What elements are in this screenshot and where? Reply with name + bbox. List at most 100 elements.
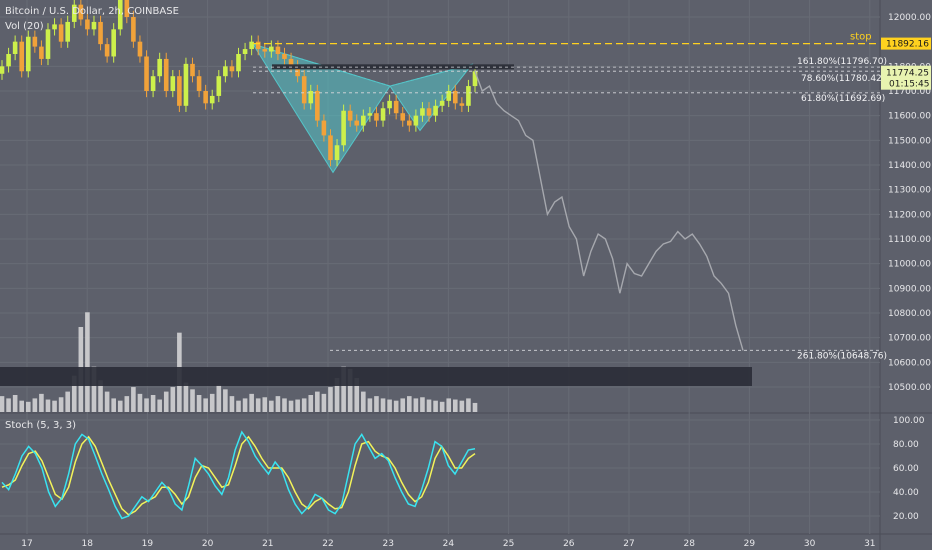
volume-bar	[466, 398, 471, 412]
candle-body	[407, 120, 412, 126]
pattern-xbd-line	[252, 43, 473, 87]
candle-body	[275, 46, 281, 54]
projected-path	[474, 71, 744, 351]
volume-bar	[308, 395, 314, 412]
candle-body	[301, 76, 307, 104]
candle-body	[203, 91, 208, 104]
candle-body	[472, 71, 478, 87]
stop-price-text: 11892.16	[886, 40, 929, 50]
candle-body	[157, 58, 162, 77]
time-tick-label: 25	[503, 539, 514, 549]
candle-body	[433, 105, 438, 116]
price-tick-label: 11400.00	[888, 161, 931, 171]
time-tick-label: 17	[21, 539, 32, 549]
candle-body	[459, 103, 465, 106]
candle-body	[223, 66, 228, 77]
candle-body	[137, 41, 143, 57]
stoch-tick-label: 20.00	[893, 512, 919, 522]
volume-bar	[275, 396, 281, 412]
candle-body	[104, 44, 110, 57]
candle-body	[249, 41, 254, 50]
volume-bar	[367, 398, 373, 412]
volume-bar	[137, 393, 143, 412]
price-tick-label: 11200.00	[888, 210, 931, 220]
price-tick-label: 11700.00	[888, 87, 931, 97]
candle-body	[439, 100, 445, 106]
candle-body	[144, 56, 149, 91]
volume-bar	[0, 396, 5, 412]
candle-body	[131, 17, 136, 42]
candle-body	[190, 63, 195, 77]
volume-bar	[295, 399, 300, 412]
countdown-text: 01:15:45	[889, 80, 929, 90]
volume-bar	[282, 398, 287, 412]
candle-body	[334, 145, 340, 161]
volume-bar	[413, 398, 419, 412]
stoch-tick-label: 60.00	[893, 464, 919, 474]
volume-bar	[301, 398, 307, 412]
candle-body	[420, 108, 425, 116]
candle-body	[341, 110, 346, 146]
volume-bar	[407, 396, 412, 412]
price-tick-label: 11600.00	[888, 112, 931, 122]
volume-bar	[269, 400, 274, 412]
volume-bar	[361, 391, 366, 412]
time-tick-label: 27	[623, 539, 634, 549]
time-tick-label: 23	[382, 539, 393, 549]
volume-bar	[288, 400, 294, 412]
time-tick-label: 20	[202, 539, 214, 549]
time-tick-label: 26	[563, 539, 575, 549]
stoch-tick-label: 40.00	[893, 488, 919, 498]
volume-bar	[39, 393, 44, 412]
price-tick-label: 10900.00	[888, 284, 931, 294]
candle-body	[78, 4, 84, 20]
volume-bar	[249, 393, 254, 412]
candle-body	[45, 29, 51, 59]
time-tick-label: 31	[864, 539, 875, 549]
volume-bar	[104, 391, 110, 412]
volume-bar	[393, 400, 399, 412]
volume-bar	[374, 396, 379, 412]
range-band	[0, 367, 752, 386]
fib-level-label: 261.80%(10648.76)	[797, 351, 887, 361]
candle-body	[12, 41, 18, 54]
volume-bar	[190, 389, 195, 412]
candle-body	[466, 86, 471, 106]
candle-body	[367, 113, 373, 116]
candle-body	[32, 36, 38, 47]
volume-bar	[236, 400, 241, 412]
price-tick-label: 10700.00	[888, 334, 931, 344]
volume-bar	[459, 400, 465, 412]
volume-bar	[117, 400, 123, 412]
volume-bar	[420, 397, 425, 412]
current-price-badge	[881, 65, 931, 90]
volume-bar	[223, 389, 228, 412]
volume-bar	[209, 393, 215, 412]
time-tick-label: 19	[142, 539, 154, 549]
candle-body	[426, 108, 432, 116]
time-tick-label: 22	[322, 539, 333, 549]
candle-body	[19, 41, 25, 72]
price-tick-label: 10500.00	[888, 383, 931, 393]
time-tick-label: 29	[744, 539, 756, 549]
volume-bar	[183, 382, 189, 412]
volume-bar	[124, 396, 130, 412]
volume-bar	[347, 368, 353, 412]
volume-bar	[242, 398, 248, 412]
volume-bar	[25, 401, 31, 412]
candle-body	[65, 21, 70, 42]
price-tick-label: 10600.00	[888, 358, 931, 368]
candle-body	[71, 4, 77, 22]
volume-bar	[321, 393, 327, 412]
volume-bar	[387, 399, 392, 412]
time-tick-label: 24	[443, 539, 455, 549]
time-tick-label: 21	[262, 539, 273, 549]
fib-level-label: 161.80%(11796.70)	[797, 57, 887, 67]
fib-level-label: 78.60%(11780.42)	[801, 74, 885, 84]
candle-body	[282, 54, 287, 59]
volume-bar	[163, 391, 169, 412]
candle-body	[288, 58, 294, 67]
stoch-d-line	[1, 435, 476, 516]
